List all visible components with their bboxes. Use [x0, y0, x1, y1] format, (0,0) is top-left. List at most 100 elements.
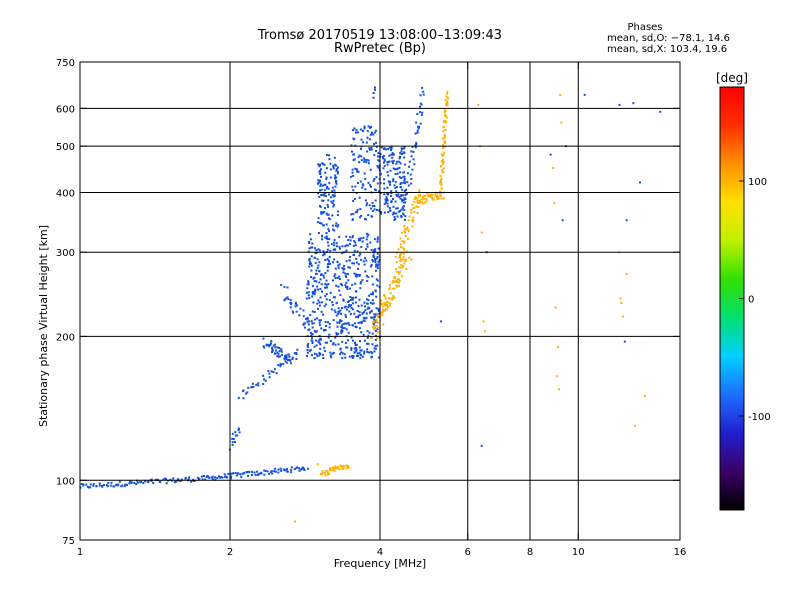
- o-mode-point: [352, 174, 355, 177]
- o-mode-point: [374, 330, 377, 332]
- o-mode-point: [354, 211, 357, 214]
- o-mode-point: [225, 475, 228, 478]
- o-mode-point: [334, 248, 337, 251]
- o-mode-point: [368, 331, 371, 334]
- x-mode-point: [372, 326, 375, 329]
- o-mode-point: [262, 383, 265, 385]
- colorbar-tick-label: -100: [748, 412, 771, 423]
- o-mode-point: [352, 199, 355, 202]
- o-mode-point: [285, 361, 288, 364]
- o-mode-point: [357, 273, 360, 276]
- o-mode-point: [347, 339, 349, 342]
- o-mode-point: [335, 176, 338, 179]
- o-mode-point: [192, 479, 195, 482]
- o-mode-point: [124, 483, 127, 486]
- o-mode-point: [324, 329, 327, 331]
- o-mode-point: [325, 187, 328, 190]
- o-mode-point: [373, 131, 376, 134]
- o-mode-point: [306, 287, 309, 290]
- o-mode-point: [325, 279, 328, 282]
- x-mode-point: [412, 220, 414, 223]
- o-mode-point: [339, 309, 342, 312]
- data-points: [79, 86, 662, 523]
- o-mode-point: [401, 148, 404, 150]
- o-mode-point: [363, 263, 366, 266]
- o-mode-point: [340, 312, 342, 315]
- o-mode-point: [262, 374, 265, 377]
- o-mode-point: [325, 284, 328, 287]
- o-mode-point: [392, 159, 395, 162]
- o-mode-point: [354, 282, 357, 285]
- o-mode-point: [356, 131, 359, 134]
- o-mode-point: [360, 322, 363, 325]
- o-mode-point: [286, 296, 289, 299]
- o-mode-point: [344, 342, 347, 344]
- o-mode-point: [327, 205, 330, 208]
- o-mode-point: [361, 312, 364, 315]
- o-mode-point: [388, 154, 391, 157]
- o-mode-point: [399, 171, 402, 174]
- o-mode-point: [321, 234, 323, 237]
- x-mode-point: [407, 230, 410, 233]
- o-mode-point: [385, 196, 388, 199]
- o-mode-point: [376, 165, 379, 167]
- o-mode-point: [416, 129, 419, 132]
- o-mode-point: [339, 282, 342, 285]
- o-mode-point: [367, 334, 370, 337]
- o-mode-point: [320, 194, 323, 197]
- o-mode-point: [402, 194, 404, 197]
- x-mode-point: [377, 315, 379, 318]
- o-mode-point: [362, 236, 365, 239]
- o-mode-point: [334, 267, 337, 270]
- x-mode-point: [385, 308, 387, 311]
- o-mode-point: [251, 470, 254, 473]
- o-mode-point: [268, 376, 271, 379]
- x-mode-point: [373, 328, 375, 331]
- o-mode-point: [319, 278, 322, 281]
- o-mode-point: [251, 382, 254, 385]
- o-mode-point: [332, 167, 335, 170]
- o-mode-point: [279, 365, 282, 368]
- o-mode-point: [375, 129, 378, 132]
- o-mode-point: [389, 169, 392, 172]
- o-mode-point: [350, 347, 353, 349]
- o-mode-point: [363, 339, 366, 342]
- o-mode-point: [341, 327, 344, 330]
- o-mode-point: [323, 329, 326, 332]
- o-mode-point: [331, 261, 334, 264]
- o-mode-point: [123, 485, 126, 488]
- x-mode-point: [444, 114, 447, 116]
- o-mode-point: [229, 475, 232, 478]
- o-mode-point: [354, 322, 356, 325]
- o-mode-point: [343, 327, 346, 330]
- o-mode-point: [372, 179, 375, 182]
- o-mode-point: [274, 352, 277, 355]
- o-mode-point: [358, 196, 361, 199]
- o-mode-point: [322, 254, 325, 257]
- o-mode-point: [357, 355, 359, 358]
- o-mode-point: [363, 158, 366, 161]
- o-mode-point: [320, 222, 323, 225]
- o-mode-point: [337, 343, 340, 346]
- o-mode-point: [274, 470, 277, 473]
- o-mode-point: [352, 189, 355, 192]
- o-mode-point: [337, 224, 340, 227]
- o-mode-point: [318, 354, 321, 357]
- x-mode-point: [411, 225, 414, 228]
- o-mode-point: [402, 199, 405, 201]
- o-mode-point: [285, 356, 288, 359]
- o-mode-point: [329, 291, 332, 294]
- o-mode-point: [403, 209, 406, 212]
- o-mode-point: [419, 111, 422, 114]
- o-mode-point: [299, 307, 302, 310]
- o-mode-point: [380, 146, 383, 149]
- o-mode-point: [319, 296, 322, 299]
- o-mode-point: [381, 156, 384, 158]
- o-mode-point: [352, 159, 355, 162]
- o-mode-point: [310, 255, 313, 258]
- o-mode-point: [334, 343, 337, 346]
- o-mode-point: [370, 215, 373, 218]
- o-mode-point: [377, 263, 380, 266]
- o-mode-point: [272, 371, 275, 373]
